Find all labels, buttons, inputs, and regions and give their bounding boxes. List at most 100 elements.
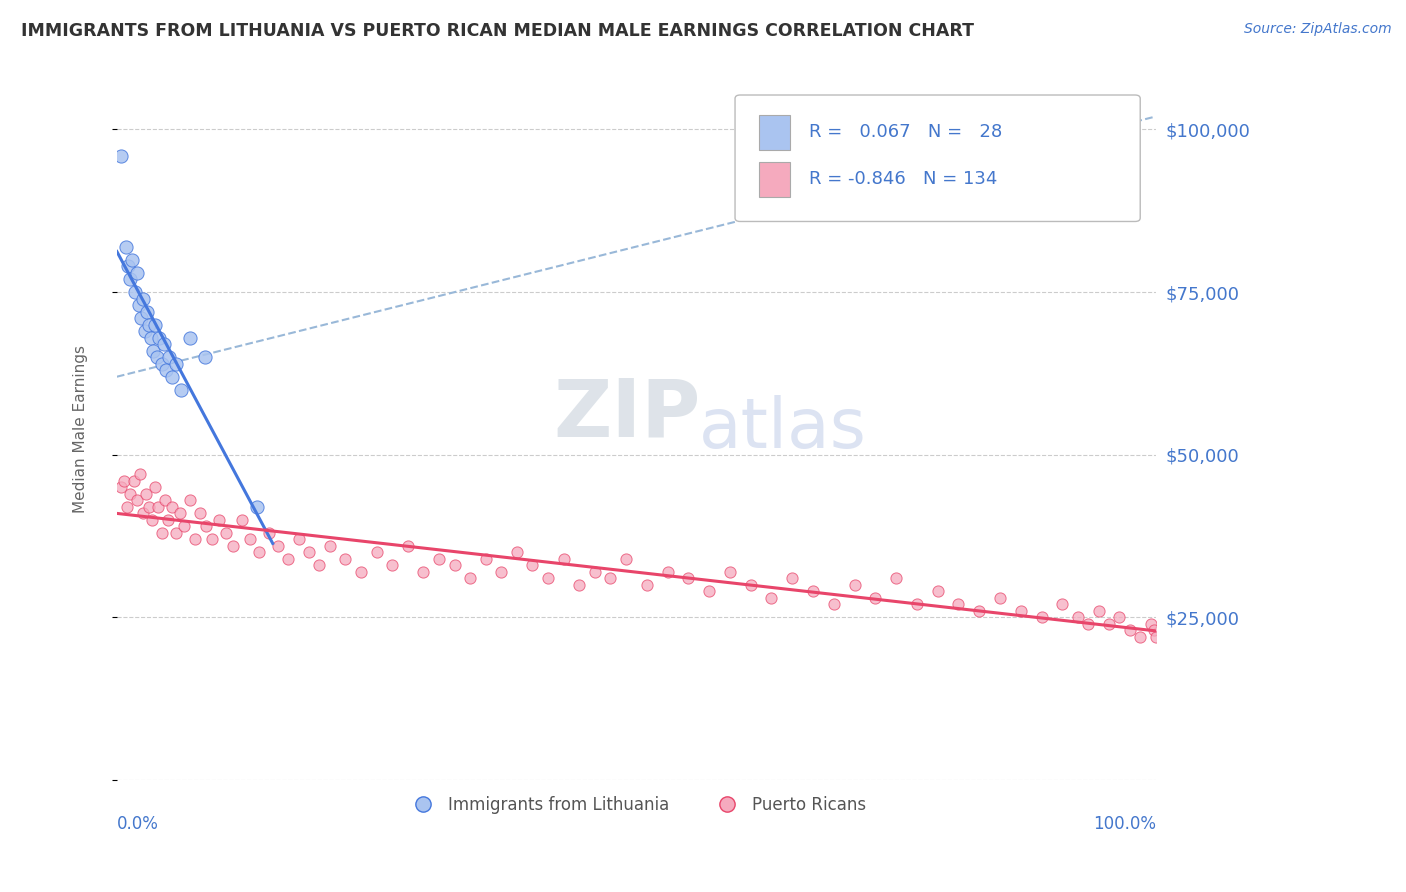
Point [169,506,191,520]
Point [239,533,262,547]
Point [135,487,157,501]
Point [132,506,155,520]
Point [150,525,173,540]
Point [110,148,132,162]
Point [599,571,621,585]
Point [231,513,253,527]
Point [143,318,166,332]
Point [1010,604,1032,618]
Point [157,350,180,364]
Text: Source: ZipAtlas.com: Source: ZipAtlas.com [1244,22,1392,37]
Point [160,500,183,514]
Point [136,304,159,318]
Point [153,493,176,508]
Point [1139,616,1161,631]
Point [1031,610,1053,624]
Point [115,239,138,253]
Point [125,493,148,508]
Point [1067,610,1090,624]
Point [443,558,465,573]
FancyBboxPatch shape [759,161,790,197]
Text: ZIP: ZIP [553,376,700,454]
Point [884,571,907,585]
Point [740,578,762,592]
Point [823,598,845,612]
Text: 100.0%: 100.0% [1092,815,1156,833]
Point [155,363,177,377]
Point [381,558,404,573]
Point [165,525,187,540]
Point [568,578,591,592]
Point [1087,604,1109,618]
Point [522,558,544,573]
Point [179,493,201,508]
Point [146,350,169,364]
Point [366,545,388,559]
Point [156,513,179,527]
Point [152,337,174,351]
Point [636,578,658,592]
Text: 0.0%: 0.0% [117,815,159,833]
Text: Median Male Earnings: Median Male Earnings [73,344,89,513]
Point [905,598,928,612]
Point [129,311,152,326]
Point [1098,616,1121,631]
Point [718,565,741,579]
Text: R =   0.067   N =   28: R = 0.067 N = 28 [808,123,1002,141]
Point [148,331,170,345]
Point [110,480,132,494]
Point [138,500,160,514]
Point [124,285,146,299]
Point [257,525,280,540]
Text: atlas: atlas [699,395,866,462]
Point [120,272,142,286]
Point [988,591,1011,605]
Point [141,513,163,527]
Point [1077,616,1099,631]
Point [335,552,357,566]
Point [208,513,231,527]
Point [122,474,145,488]
Point [537,571,560,585]
Point [173,519,195,533]
Point [1143,624,1166,638]
Point [201,533,224,547]
Point [427,552,450,566]
Point [277,552,299,566]
Point [474,552,496,566]
Point [780,571,803,585]
Point [179,331,201,345]
FancyBboxPatch shape [759,115,790,150]
Point [267,539,290,553]
Point [506,545,529,559]
Point [697,584,720,599]
Point [125,266,148,280]
Point [142,343,165,358]
Point [927,584,949,599]
Point [583,565,606,579]
Point [614,552,637,566]
Point [678,571,700,585]
Point [143,480,166,494]
Point [112,474,135,488]
Point [117,500,139,514]
Point [128,467,150,482]
Point [308,558,330,573]
Point [350,565,373,579]
Legend: Immigrants from Lithuania, Puerto Ricans: Immigrants from Lithuania, Puerto Ricans [399,789,873,821]
Point [195,519,218,533]
Point [222,539,245,553]
Point [184,533,207,547]
Point [553,552,575,566]
Point [287,533,309,547]
Point [246,500,269,514]
Point [948,598,970,612]
Point [458,571,481,585]
Point [319,539,342,553]
Point [160,369,183,384]
Point [120,487,142,501]
Point [121,252,143,267]
Point [134,324,156,338]
Point [138,318,160,332]
Point [1119,624,1142,638]
